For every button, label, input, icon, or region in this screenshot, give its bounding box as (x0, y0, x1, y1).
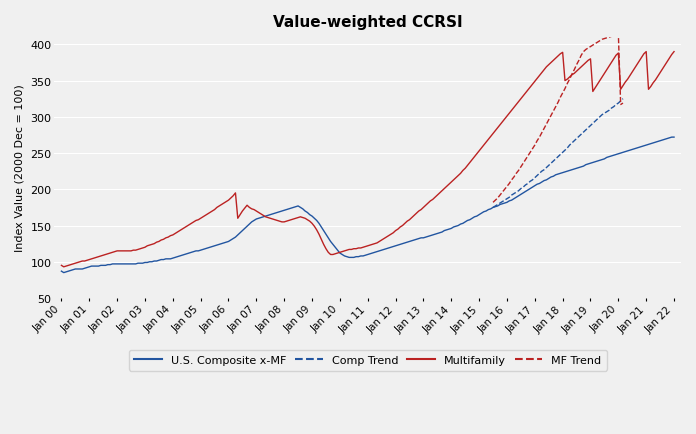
Legend: U.S. Composite x-MF, Comp Trend, Multifamily, MF Trend: U.S. Composite x-MF, Comp Trend, Multifa… (129, 350, 607, 371)
Title: Value-weighted CCRSI: Value-weighted CCRSI (273, 15, 463, 30)
Y-axis label: Index Value (2000 Dec = 100): Index Value (2000 Dec = 100) (15, 85, 25, 252)
